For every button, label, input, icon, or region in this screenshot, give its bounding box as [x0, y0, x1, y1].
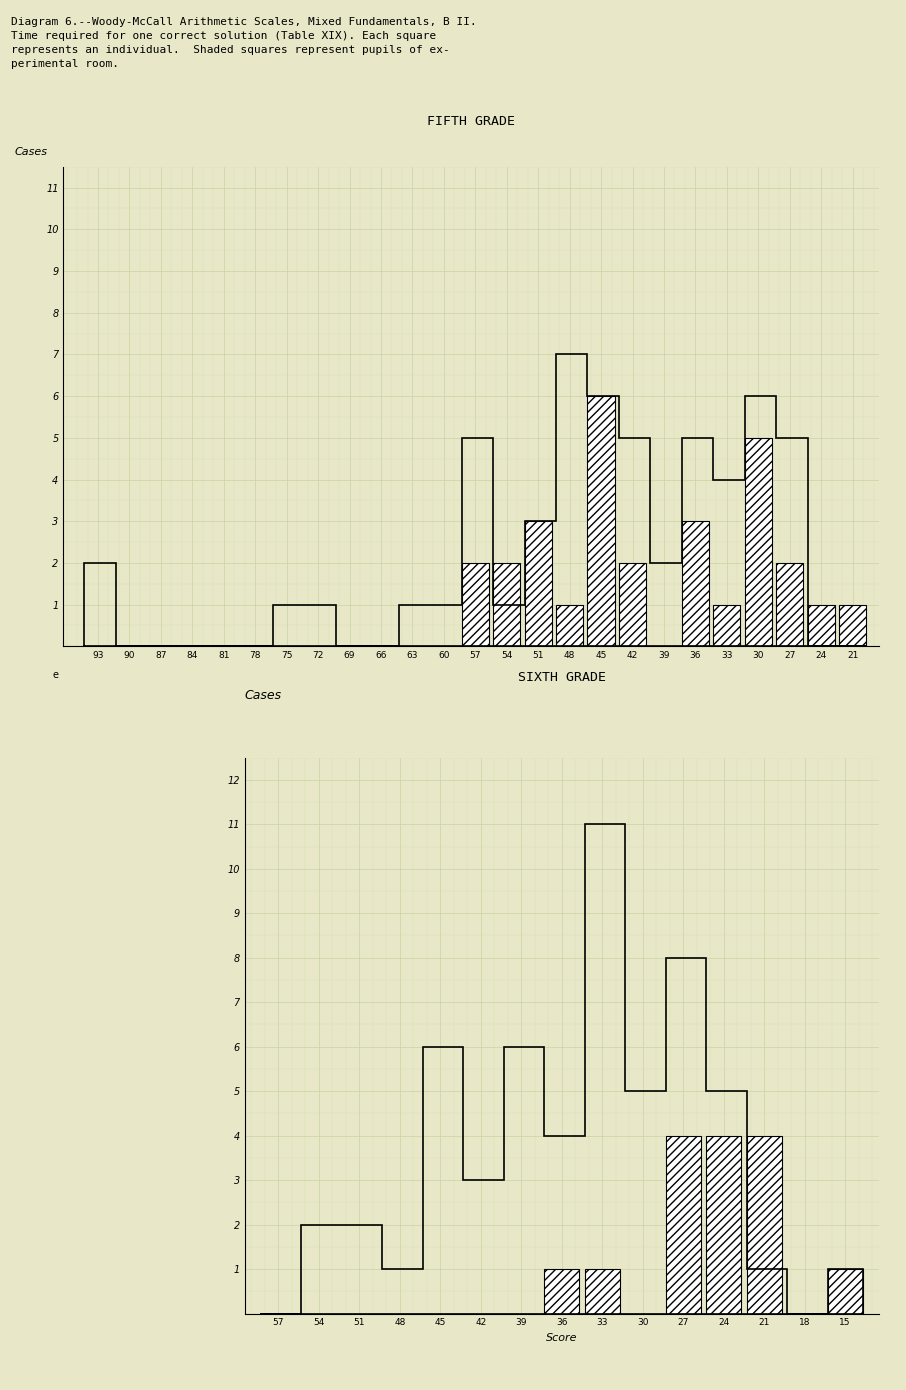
Bar — [545, 1269, 579, 1314]
Bar — [682, 521, 709, 646]
Text: Cases: Cases — [245, 689, 282, 702]
Bar — [493, 563, 520, 646]
X-axis label: e: e — [53, 670, 58, 680]
Bar — [587, 396, 614, 646]
Bar — [776, 563, 804, 646]
Bar — [525, 521, 552, 646]
Bar — [556, 605, 583, 646]
Bar — [584, 1269, 620, 1314]
Text: Cases: Cases — [14, 147, 47, 157]
Title: SIXTH GRADE: SIXTH GRADE — [517, 671, 606, 684]
Bar — [666, 1136, 700, 1314]
Bar — [619, 563, 646, 646]
Bar — [827, 1269, 863, 1314]
Bar — [745, 438, 772, 646]
Bar — [839, 605, 866, 646]
Bar — [706, 1136, 741, 1314]
Title: FIFTH GRADE: FIFTH GRADE — [427, 115, 516, 128]
Bar — [462, 563, 489, 646]
Bar — [713, 605, 740, 646]
Bar — [747, 1136, 782, 1314]
X-axis label: Score: Score — [546, 1333, 577, 1343]
Text: Diagram 6.--Woody-McCall Arithmetic Scales, Mixed Fundamentals, B II.
Time requi: Diagram 6.--Woody-McCall Arithmetic Scal… — [11, 17, 477, 68]
Bar — [807, 605, 834, 646]
